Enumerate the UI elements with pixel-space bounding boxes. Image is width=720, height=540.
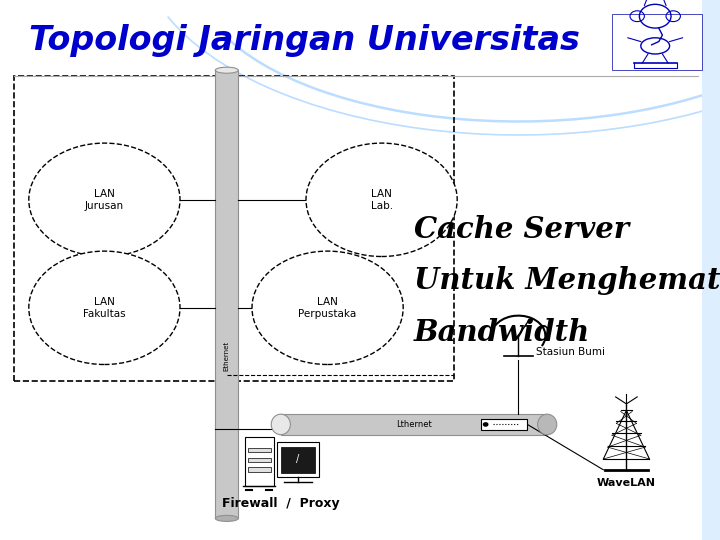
Ellipse shape (538, 414, 557, 435)
Bar (248, 467, 271, 472)
FancyBboxPatch shape (702, 0, 720, 540)
Bar (245, 437, 274, 486)
Ellipse shape (215, 515, 238, 522)
Bar (277, 442, 319, 477)
Ellipse shape (271, 414, 290, 435)
Text: Firewall  /  Proxy: Firewall / Proxy (222, 497, 340, 510)
Bar (281, 447, 315, 472)
Text: LAN
Lab.: LAN Lab. (371, 189, 392, 211)
Text: Stasiun Bumi: Stasiun Bumi (536, 347, 606, 357)
Text: Lthernet: Lthernet (396, 420, 432, 429)
Text: Cache Server: Cache Server (414, 215, 629, 244)
Bar (215, 70, 238, 518)
Bar (281, 414, 547, 435)
Text: Untuk Menghemat: Untuk Menghemat (414, 266, 720, 295)
Bar (248, 448, 271, 453)
Circle shape (484, 423, 488, 426)
FancyBboxPatch shape (612, 14, 702, 70)
Ellipse shape (29, 251, 180, 364)
Ellipse shape (252, 251, 403, 364)
Text: Ethernet: Ethernet (224, 341, 230, 372)
Text: WaveLAN: WaveLAN (597, 478, 656, 488)
Bar (481, 418, 527, 430)
Text: /: / (297, 454, 300, 464)
Ellipse shape (306, 143, 457, 256)
Ellipse shape (215, 67, 238, 73)
Text: Topologi Jaringan Universitas: Topologi Jaringan Universitas (29, 24, 580, 57)
Ellipse shape (29, 143, 180, 256)
Text: LAN
Jurusan: LAN Jurusan (85, 189, 124, 211)
Text: LAN
Fakultas: LAN Fakultas (83, 297, 126, 319)
Text: Bandwidth: Bandwidth (414, 318, 590, 347)
Bar (14, 76, 454, 381)
Bar (248, 457, 271, 462)
Text: LAN
Perpustaka: LAN Perpustaka (299, 297, 356, 319)
